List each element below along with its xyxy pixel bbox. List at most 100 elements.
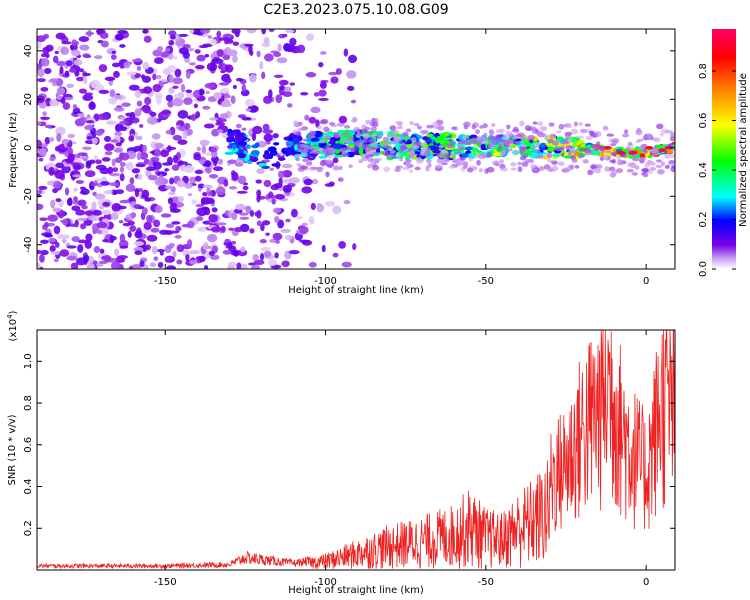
heatmap-blob: [204, 82, 216, 89]
heatmap-blob: [103, 135, 112, 142]
colorbar-tick-label: 0.4: [698, 162, 709, 178]
heatmap-blob: [205, 167, 212, 174]
heatmap-blob: [166, 245, 174, 249]
heatmap-peak-blob: [658, 148, 667, 153]
heatmap-blob: [84, 92, 94, 96]
heatmap-halo-blob: [580, 128, 587, 134]
heatmap-halo-blob: [659, 132, 664, 137]
heatmap-blob: [235, 123, 242, 129]
heatmap-blob: [37, 249, 42, 255]
heatmap-halo-blob: [595, 163, 603, 170]
heatmap-blob: [93, 154, 99, 161]
heatmap-blob: [324, 200, 336, 207]
heatmap-blob: [39, 217, 48, 222]
heatmap-blob: [332, 157, 339, 164]
heatmap-blob: [104, 143, 115, 152]
heatmap-blob: [306, 33, 315, 42]
heatmap-blob: [204, 160, 212, 168]
heatmap-blob: [156, 45, 164, 52]
heatmap-blob: [37, 78, 46, 83]
heatmap-blob: [195, 256, 206, 261]
heatmap-halo-blob: [519, 148, 525, 154]
y-tick-label: 40: [23, 44, 34, 57]
x-tick-label: 0: [643, 276, 649, 287]
heatmap-blob: [264, 53, 274, 62]
heatmap-halo-blob: [593, 145, 600, 152]
heatmap-blob: [279, 85, 285, 91]
heatmap-halo-blob: [395, 120, 403, 125]
heatmap-blob: [253, 259, 265, 265]
heatmap-halo-blob: [602, 125, 609, 131]
heatmap-halo-blob: [436, 158, 444, 164]
heatmap-band-blob: [288, 136, 294, 142]
heatmap-blob: [62, 238, 67, 244]
heatmap-blob: [224, 238, 231, 244]
heatmap-blob: [119, 44, 126, 48]
heatmap-blob: [164, 168, 170, 172]
heatmap-blob: [95, 29, 106, 34]
heatmap-blob: [256, 194, 261, 203]
heatmap-blob: [341, 261, 352, 268]
snr-frame: [36, 329, 676, 571]
x-tick-label: -150: [154, 276, 177, 287]
heatmap-blob: [101, 227, 109, 236]
heatmap-halo-blob: [644, 162, 650, 168]
heatmap-halo-blob: [604, 149, 612, 154]
heatmap-blob: [186, 92, 195, 98]
heatmap-blob: [213, 92, 222, 100]
heatmap-blob: [303, 178, 313, 186]
heatmap-band-blob: [232, 143, 237, 150]
heatmap-band-blob: [286, 147, 295, 153]
heatmap-blob: [177, 195, 184, 203]
heatmap-halo-blob: [342, 152, 350, 157]
heatmap-peak-blob: [616, 150, 625, 155]
heatmap-halo-blob: [491, 123, 496, 128]
heatmap-blob: [176, 244, 185, 253]
heatmap-band-blob: [432, 149, 441, 154]
heatmap-blob: [217, 158, 223, 165]
heatmap-halo-blob: [376, 157, 383, 161]
heatmap-halo-blob: [395, 152, 401, 158]
heatmap-halo-blob: [297, 153, 303, 158]
heatmap-blob: [237, 114, 247, 119]
heatmap-blob: [62, 218, 69, 226]
heatmap-blob: [131, 58, 142, 63]
heatmap-blob: [239, 212, 249, 216]
heatmap-band-blob: [572, 141, 578, 148]
heatmap-halo-blob: [462, 133, 467, 140]
heatmap-halo-blob: [381, 141, 389, 147]
heatmap-blob: [223, 94, 231, 99]
heatmap-blob: [177, 92, 185, 98]
snr-panel: -150 -100 -50 0 0.2 0.4 0.6 0.8 1.0 Height of s…: [6, 310, 676, 596]
heatmap-blob: [55, 32, 66, 40]
heatmap-halo-blob: [609, 159, 615, 163]
x-tick-label: -100: [314, 577, 337, 588]
heatmap-blob: [137, 174, 143, 181]
heatmap-blob: [199, 90, 204, 96]
heatmap-halo-blob: [627, 141, 633, 146]
heatmap-blob: [169, 177, 175, 185]
heatmap-blob: [150, 227, 160, 233]
heatmap-blob: [194, 175, 202, 182]
heatmap-blob: [151, 245, 158, 255]
heatmap-band-blob: [358, 148, 364, 155]
heatmap-halo-blob: [483, 132, 488, 139]
heatmap-band-blob: [552, 153, 560, 158]
heatmap-blob: [220, 69, 226, 74]
heatmap-blob: [210, 226, 222, 233]
heatmap-blob: [164, 185, 173, 190]
heatmap-halo-blob: [478, 139, 483, 146]
heatmap-blob: [328, 181, 335, 186]
heatmap-halo-blob: [517, 161, 522, 166]
heatmap-halo-blob: [336, 122, 343, 127]
heatmap-halo-blob: [295, 157, 300, 161]
heatmap-halo-blob: [538, 166, 545, 171]
heatmap-blob: [260, 223, 265, 232]
heatmap-blob: [191, 113, 197, 122]
heatmap-halo-blob: [622, 133, 630, 138]
heatmap-blob: [37, 139, 42, 149]
heatmap-halo-blob: [392, 129, 400, 135]
heatmap-blob: [142, 61, 150, 70]
heatmap-blob: [202, 184, 214, 189]
heatmap-halo-blob: [312, 131, 317, 135]
